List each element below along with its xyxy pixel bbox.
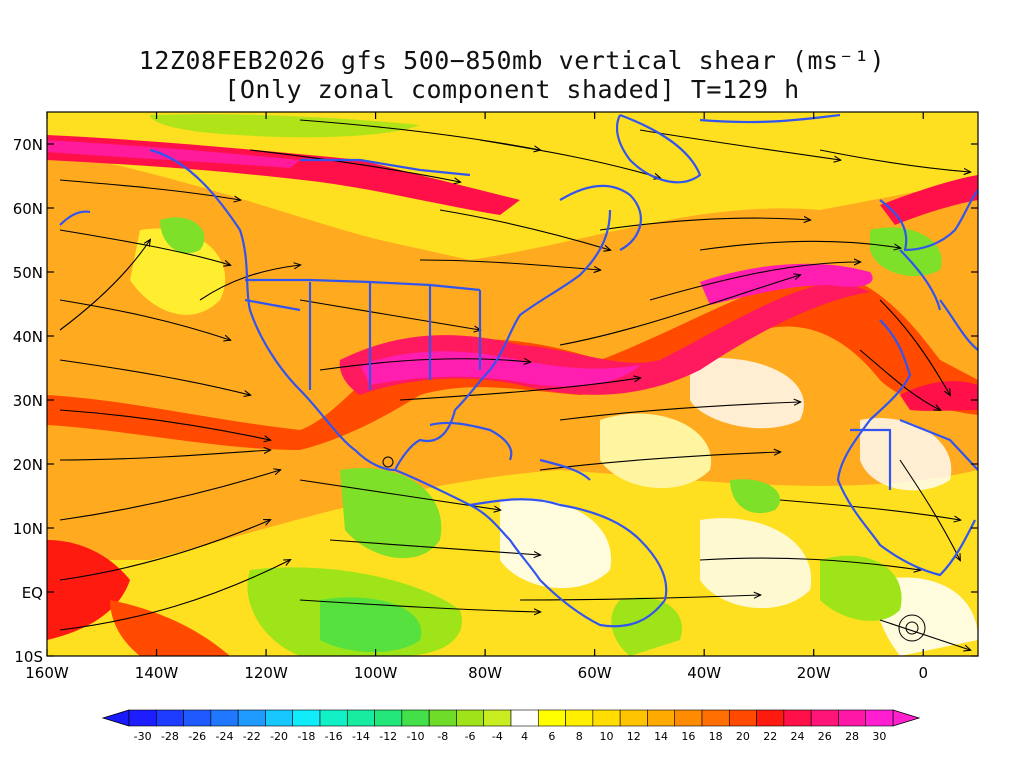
colorbar-swatch bbox=[783, 709, 812, 727]
colorbar-swatch bbox=[183, 709, 212, 727]
colorbar-label: 10 bbox=[600, 730, 614, 743]
map-title: 12Z08FEB2026 gfs 500−850mb vertical shea… bbox=[0, 46, 1024, 104]
colorbar-swatch bbox=[728, 709, 757, 727]
lat-tick-label: EQ bbox=[22, 584, 43, 602]
colorbar-swatch bbox=[592, 709, 621, 727]
colorbar-swatch bbox=[674, 709, 703, 727]
map-frame bbox=[46, 111, 979, 657]
lon-tick-label: 100W bbox=[354, 664, 398, 682]
colorbar-swatch bbox=[237, 709, 266, 727]
lat-tick-label: 40N bbox=[13, 328, 43, 346]
colorbar-label: 28 bbox=[845, 730, 859, 743]
colorbar-swatch bbox=[483, 709, 512, 727]
colorbar-swatch bbox=[865, 709, 894, 727]
colorbar-label: 18 bbox=[709, 730, 723, 743]
lon-tick-label: 160W bbox=[25, 664, 69, 682]
colorbar-label: -16 bbox=[325, 730, 343, 743]
colorbar-label: -14 bbox=[352, 730, 370, 743]
colorbar-low-arrow bbox=[101, 709, 130, 727]
colorbar-label: -4 bbox=[492, 730, 503, 743]
lon-tick-label: 140W bbox=[135, 664, 179, 682]
colorbar-swatch bbox=[619, 709, 648, 727]
colorbar-label: 26 bbox=[818, 730, 832, 743]
latitude-axis: 70N 60N 50N 40N 30N 20N 10N EQ 10S bbox=[13, 136, 978, 666]
colorbar: -30 -28 -26 -24 -22 -20 -18 -16 -14 -12 -10 -8 -6 -4 4… bbox=[101, 709, 921, 743]
colorbar-label: 22 bbox=[763, 730, 777, 743]
colorbar-swatch bbox=[128, 709, 157, 727]
colorbar-label: -24 bbox=[216, 730, 234, 743]
colorbar-label: 14 bbox=[654, 730, 668, 743]
colorbar-label: -22 bbox=[243, 730, 261, 743]
colorbar-label: -18 bbox=[297, 730, 315, 743]
lat-tick-label: 60N bbox=[13, 200, 43, 218]
lat-tick-label: 50N bbox=[13, 264, 43, 282]
lat-tick-label: 70N bbox=[13, 136, 43, 154]
lat-tick-label: 30N bbox=[13, 392, 43, 410]
colorbar-label: -6 bbox=[465, 730, 476, 743]
colorbar-label: -28 bbox=[161, 730, 179, 743]
colorbar-swatch bbox=[701, 709, 730, 727]
colorbar-swatch bbox=[565, 709, 594, 727]
lon-tick-label: 40W bbox=[687, 664, 721, 682]
colorbar-label: 20 bbox=[736, 730, 750, 743]
colorbar-swatch bbox=[537, 709, 566, 727]
colorbar-swatch bbox=[647, 709, 676, 727]
lat-tick-label: 20N bbox=[13, 456, 43, 474]
colorbar-swatch bbox=[346, 709, 375, 727]
colorbar-label: 12 bbox=[627, 730, 641, 743]
colorbar-swatch bbox=[428, 709, 457, 727]
colorbar-label: 6 bbox=[548, 730, 555, 743]
colorbar-swatch bbox=[155, 709, 184, 727]
colorbar-swatch bbox=[456, 709, 485, 727]
lon-tick-label: 20W bbox=[797, 664, 831, 682]
colorbar-label: 16 bbox=[681, 730, 695, 743]
longitude-axis: 160W 140W 120W 100W 80W 60W 40W 20W 0 bbox=[25, 112, 928, 682]
colorbar-label: -12 bbox=[379, 730, 397, 743]
colorbar-high-arrow bbox=[892, 709, 921, 727]
colorbar-swatch bbox=[374, 709, 403, 727]
lon-tick-label: 0 bbox=[918, 664, 928, 682]
colorbar-swatch bbox=[810, 709, 839, 727]
colorbar-label: 4 bbox=[521, 730, 528, 743]
colorbar-label: -26 bbox=[188, 730, 206, 743]
colorbar-swatch bbox=[319, 709, 348, 727]
colorbar-swatch bbox=[210, 709, 239, 727]
lat-tick-label: 10S bbox=[14, 648, 43, 666]
colorbar-label: -8 bbox=[437, 730, 448, 743]
title-line-2: [Only zonal component shaded] T=129 h bbox=[224, 75, 800, 104]
colorbar-swatch bbox=[292, 709, 321, 727]
colorbar-label: -10 bbox=[407, 730, 425, 743]
vortex-center bbox=[382, 456, 926, 642]
colorbar-swatch bbox=[838, 709, 867, 727]
lon-tick-label: 80W bbox=[468, 664, 502, 682]
lon-tick-label: 60W bbox=[578, 664, 612, 682]
lat-tick-label: 10N bbox=[13, 520, 43, 538]
colorbar-label: -20 bbox=[270, 730, 288, 743]
coastlines bbox=[59, 113, 978, 628]
colorbar-label: 8 bbox=[576, 730, 583, 743]
lon-tick-label: 120W bbox=[244, 664, 288, 682]
colorbar-label: 30 bbox=[872, 730, 886, 743]
colorbar-label: 24 bbox=[791, 730, 805, 743]
colorbar-swatch bbox=[510, 709, 539, 727]
streamlines bbox=[59, 119, 970, 650]
colorbar-label: -30 bbox=[134, 730, 152, 743]
colorbar-swatch bbox=[401, 709, 430, 727]
title-line-1: 12Z08FEB2026 gfs 500−850mb vertical shea… bbox=[138, 46, 886, 75]
colorbar-swatch bbox=[265, 709, 294, 727]
colorbar-swatch bbox=[756, 709, 785, 727]
map-plot-area bbox=[47, 112, 978, 656]
